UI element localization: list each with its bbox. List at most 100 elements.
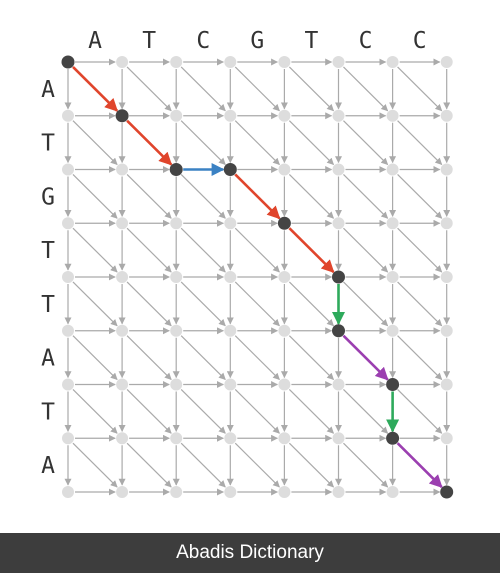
grid-edge	[126, 66, 172, 112]
grid-edge	[72, 442, 118, 488]
grid-edge	[126, 281, 172, 327]
top-sequence-letter: G	[250, 28, 264, 54]
top-sequence-letter: T	[142, 28, 156, 54]
grid-edge	[288, 442, 335, 488]
grid-node	[278, 56, 291, 68]
path-node	[332, 324, 345, 338]
grid-edge	[126, 227, 172, 273]
grid-node	[440, 163, 453, 176]
grid-node	[332, 432, 345, 445]
top-sequence-letter: T	[305, 28, 319, 54]
grid-edge	[288, 281, 335, 327]
grid-node	[116, 56, 129, 68]
grid-node	[116, 432, 129, 445]
grid-node	[62, 486, 74, 498]
grid-node	[224, 432, 237, 445]
footer-text: Abadis Dictionary	[176, 542, 324, 563]
grid-node	[170, 271, 183, 283]
alignment-path	[72, 66, 443, 488]
grid-edge	[397, 281, 443, 327]
grid-edge	[397, 389, 443, 434]
grid-node	[62, 324, 74, 337]
grid-node	[224, 271, 237, 283]
grid-node	[386, 324, 399, 337]
top-sequence-letter: C	[359, 28, 373, 54]
grid-node	[440, 109, 453, 122]
grid-node	[332, 486, 345, 498]
path-node	[223, 163, 237, 176]
grid-node	[386, 217, 399, 230]
grid-edge	[343, 66, 389, 112]
grid-edge	[343, 227, 389, 273]
grid-edges	[64, 58, 451, 496]
grid-node	[224, 56, 237, 68]
grid-node	[440, 432, 453, 445]
path-node	[169, 163, 183, 176]
path-edge-diagonal-match	[126, 119, 173, 166]
grid-node	[170, 109, 183, 122]
path-edge-diagonal-mismatch	[342, 334, 389, 381]
grid-edge	[288, 389, 335, 434]
grid-node	[224, 378, 237, 391]
grid-node	[386, 486, 399, 498]
grid-edge	[126, 174, 172, 219]
left-sequence-letter: G	[41, 184, 55, 210]
grid-node	[440, 271, 453, 283]
grid-edge	[180, 281, 226, 327]
path-node	[440, 485, 454, 499]
grid-edge	[180, 66, 226, 112]
left-sequence-letter: A	[41, 346, 55, 372]
grid-edge	[343, 442, 389, 488]
left-sequence-labels: A T G T T A T A	[41, 77, 55, 479]
grid-node	[386, 109, 399, 122]
grid-edge	[72, 281, 118, 327]
grid-edge	[397, 120, 443, 166]
path-edge-diagonal-match	[72, 66, 119, 112]
grid-node	[440, 217, 453, 230]
path-edge-diagonal-match	[288, 227, 335, 273]
grid-node	[278, 486, 291, 498]
path-node	[332, 270, 345, 284]
grid-node	[116, 163, 129, 176]
grid-node	[440, 324, 453, 337]
path-edge-diagonal-mismatch	[396, 442, 443, 488]
grid-node	[62, 163, 74, 176]
grid-node	[278, 109, 291, 122]
grid-node	[62, 217, 74, 230]
grid-node	[170, 432, 183, 445]
grid-edge	[234, 389, 280, 434]
grid-node	[170, 324, 183, 337]
grid-edge	[126, 335, 172, 381]
grid-edge	[397, 227, 443, 273]
grid-edge	[180, 227, 226, 273]
grid-edge	[126, 442, 172, 488]
grid-node	[278, 432, 291, 445]
grid-node	[440, 56, 453, 68]
left-sequence-letter: T	[41, 292, 55, 318]
grid-node	[332, 56, 345, 68]
left-sequence-letter: A	[41, 453, 55, 479]
grid-edge	[288, 66, 335, 112]
grid-edge	[180, 120, 226, 166]
left-sequence-letter: A	[41, 77, 55, 103]
footer-bar: Abadis Dictionary	[0, 533, 500, 573]
grid-node	[62, 109, 74, 122]
path-node	[386, 431, 400, 445]
grid-node	[332, 217, 345, 230]
grid-edge	[234, 66, 280, 112]
path-edge-diagonal-match	[234, 173, 281, 220]
grid-node	[332, 109, 345, 122]
grid-node	[170, 56, 183, 68]
alignment-grid-diagram: A T C G T C C A T G T T A T A	[41, 28, 454, 499]
grid-node	[224, 109, 237, 122]
grid-edge	[397, 335, 443, 381]
grid-edge	[288, 335, 335, 381]
grid-edge	[343, 120, 389, 166]
grid-edge	[397, 174, 443, 219]
left-sequence-letter: T	[41, 238, 55, 264]
grid-node	[62, 432, 74, 445]
grid-edge	[180, 442, 226, 488]
grid-node	[62, 271, 74, 283]
grid-edge	[72, 227, 118, 273]
grid-node	[62, 378, 74, 391]
